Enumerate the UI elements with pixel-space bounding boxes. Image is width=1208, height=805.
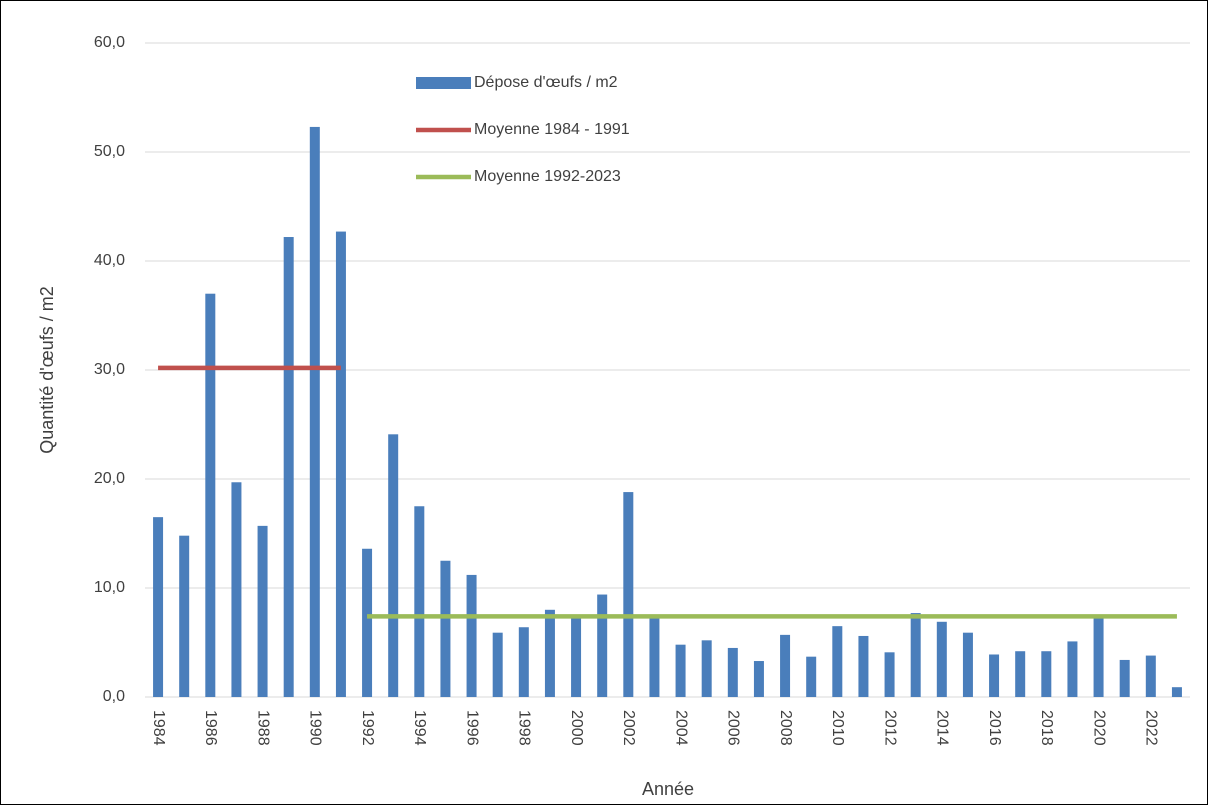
x-tick-label: 1986 <box>202 710 219 746</box>
x-tick-label: 1988 <box>254 710 271 746</box>
x-tick-label: 1992 <box>359 710 376 746</box>
legend-label: Dépose d'œufs / m2 <box>474 74 618 91</box>
x-tick-label: 2006 <box>725 710 742 746</box>
x-tick-label: 2008 <box>777 710 794 746</box>
x-tick-label: 2010 <box>829 710 846 746</box>
bar <box>701 640 712 697</box>
bar <box>388 434 399 697</box>
legend-swatch <box>416 77 471 89</box>
bar <box>623 492 634 697</box>
x-tick-label: 2022 <box>1143 710 1160 746</box>
bar <box>832 626 843 697</box>
x-tick-label: 1998 <box>516 710 533 746</box>
bar <box>1067 641 1078 697</box>
x-tick-label: 1994 <box>411 710 428 746</box>
bar <box>1145 655 1156 697</box>
bar <box>153 517 164 697</box>
y-tick-label: 40,0 <box>94 252 125 269</box>
x-tick-label: 2004 <box>672 710 689 746</box>
x-tick-label: 2002 <box>620 710 637 746</box>
y-tick-label: 10,0 <box>94 579 125 596</box>
bar <box>335 231 346 697</box>
bar <box>806 656 817 697</box>
bar <box>283 237 294 697</box>
x-tick-label: 2018 <box>1038 710 1055 746</box>
bar <box>518 627 529 697</box>
bar <box>727 647 738 697</box>
bar <box>649 617 660 697</box>
bar <box>962 632 973 697</box>
y-tick-label: 60,0 <box>94 34 125 51</box>
y-tick-label: 30,0 <box>94 361 125 378</box>
x-axis-title: Année <box>642 779 694 799</box>
bar <box>257 525 268 697</box>
bar <box>179 535 190 697</box>
bar <box>1015 651 1026 697</box>
legend-label: Moyenne 1992-2023 <box>474 168 621 185</box>
y-tick-label: 0,0 <box>103 688 125 705</box>
bar <box>362 548 373 697</box>
x-tick-label: 2012 <box>881 710 898 746</box>
bar <box>1171 687 1182 697</box>
bar <box>205 293 216 697</box>
bar <box>231 482 242 697</box>
bar <box>910 613 921 697</box>
bar <box>597 594 608 697</box>
bar <box>884 652 895 697</box>
bar <box>780 634 791 697</box>
bar <box>936 621 947 697</box>
bar <box>544 609 555 697</box>
x-tick-label: 1990 <box>307 710 324 746</box>
bar <box>1093 616 1104 697</box>
bar <box>466 574 477 697</box>
bar <box>1041 651 1052 697</box>
bar <box>1119 659 1130 697</box>
y-tick-label: 20,0 <box>94 470 125 487</box>
x-tick-label: 1984 <box>150 710 167 746</box>
x-tick-label: 2014 <box>934 710 951 746</box>
bar <box>492 632 503 697</box>
x-tick-label: 2000 <box>568 710 585 746</box>
bar <box>309 126 320 698</box>
legend-label: Moyenne 1984 - 1991 <box>474 121 630 138</box>
x-tick-label: 1996 <box>463 710 480 746</box>
y-tick-label: 50,0 <box>94 143 125 160</box>
bar <box>989 654 1000 697</box>
bar <box>571 615 582 697</box>
bar <box>858 635 869 697</box>
bar <box>675 644 686 697</box>
x-tick-label: 2016 <box>986 710 1003 746</box>
bar <box>440 560 451 697</box>
bar <box>753 661 764 697</box>
bar <box>414 506 425 697</box>
y-axis-title: Quantité d'œufs / m2 <box>37 286 57 454</box>
x-tick-label: 2020 <box>1090 710 1107 746</box>
